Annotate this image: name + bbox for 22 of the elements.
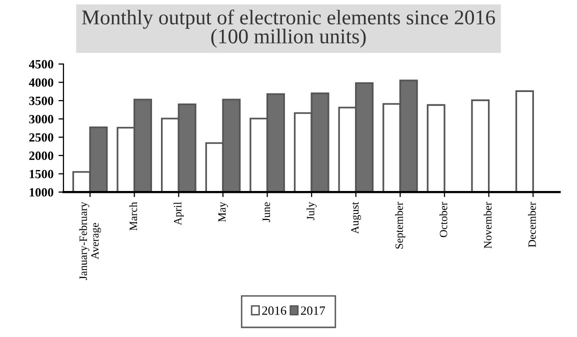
y-tick-label: 4000 (28, 78, 54, 87)
x-tick-label: April (174, 202, 184, 226)
y-tick-label: 1500 (30, 170, 54, 178)
x-tick-label: January-February Average (79, 202, 101, 280)
chart-title: Monthly output of electronic elements since 2016 (100 million units) (82, 10, 495, 48)
x-tick-label: May (218, 202, 228, 222)
y-tick-label: 2000 (29, 152, 54, 160)
y-tick-label: 2500 (29, 133, 54, 142)
x-tick-label: June (262, 202, 270, 222)
x-tick-label: November (484, 202, 492, 248)
legend-label: 2017 (300, 306, 326, 315)
y-tick-label: 4500 (28, 60, 54, 68)
x-tick-label: September (395, 202, 406, 249)
y-tick-label: 3500 (29, 96, 54, 106)
x-tick-label: August (351, 202, 361, 234)
x-tick-label: July (306, 202, 317, 220)
x-tick-label: March (129, 202, 138, 230)
y-tick-label: 3000 (29, 114, 54, 124)
x-tick-label: October (439, 202, 448, 238)
legend-label: 2016 (262, 306, 286, 315)
x-tick-label: December (528, 202, 536, 248)
y-tick-label: 1000 (30, 188, 54, 197)
